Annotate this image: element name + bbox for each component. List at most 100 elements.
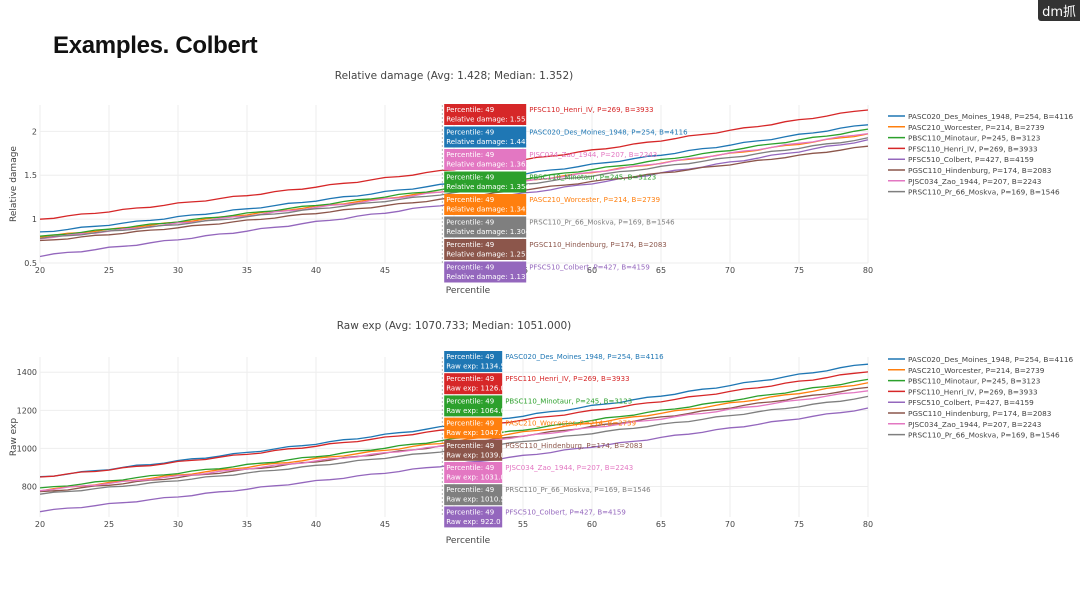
hover-box xyxy=(444,395,503,417)
x-tick-label: 40 xyxy=(311,266,321,275)
legend-item-pgsc110-hindenburg[interactable]: PGSC110_Hindenburg, P=174, B=2083 xyxy=(888,409,1052,418)
x-tick-label: 45 xyxy=(380,520,390,529)
hover-percentile-text: Percentile: 49 xyxy=(446,442,494,450)
legend-label: PASC210_Worcester, P=214, B=2739 xyxy=(908,366,1045,375)
y-tick-label: 1000 xyxy=(17,444,37,453)
x-tick-label: 60 xyxy=(587,520,597,529)
hover-series-name: PASC020_Des_Moines_1948, P=254, B=4116 xyxy=(529,129,688,137)
x-tick-label: 35 xyxy=(242,520,252,529)
hover-value-text: Relative damage: 1.363 xyxy=(446,161,530,169)
legend-label: PFSC110_Henri_IV, P=269, B=3933 xyxy=(908,387,1038,396)
legend-item-pfsc110-henri-iv[interactable]: PFSC110_Henri_IV, P=269, B=3933 xyxy=(888,387,1038,396)
hover-percentile-text: Percentile: 49 xyxy=(446,264,494,272)
relative-damage-chart[interactable]: Relative damage (Avg: 1.428; Median: 1.3… xyxy=(0,65,1080,296)
hover-box xyxy=(444,239,527,260)
hover-series-name: PGSC110_Hindenburg, P=174, B=2083 xyxy=(505,442,643,450)
hover-series-name: PJSC034_Zao_1944, P=207, B=2243 xyxy=(529,151,657,159)
y-tick-label: 1200 xyxy=(17,406,37,415)
hover-percentile-text: Percentile: 49 xyxy=(446,353,494,361)
hover-value-text: Raw exp: 1126.0 xyxy=(446,385,505,393)
legend-item-pasc210-worcester[interactable]: PASC210_Worcester, P=214, B=2739 xyxy=(888,123,1045,132)
x-tick-label: 70 xyxy=(725,520,735,529)
x-tick-label: 55 xyxy=(518,520,528,529)
legend-label: PGSC110_Hindenburg, P=174, B=2083 xyxy=(908,166,1052,175)
hover-box xyxy=(444,194,527,215)
hover-value-text: Raw exp: 922.0 xyxy=(446,518,500,526)
x-tick-label: 30 xyxy=(173,266,183,275)
hover-box xyxy=(444,417,503,439)
hover-box xyxy=(444,171,527,193)
legend-item-pfsc510-colbert[interactable]: PFSC510_Colbert, P=427, B=4159 xyxy=(888,155,1034,164)
x-tick-label: 25 xyxy=(104,520,114,529)
hover-label-pfsc110-henri-iv: Percentile: 49 Raw exp: 1126.0PFSC110_Hen… xyxy=(444,373,630,395)
legend-item-pasc020-des-moines-1948[interactable]: PASC020_Des_Moines_1948, P=254, B=4116 xyxy=(888,355,1073,364)
raw-exp-chart[interactable]: Raw exp (Avg: 1070.733; Median: 1051.000… xyxy=(0,315,1080,555)
legend-item-pjsc034-zao-1944[interactable]: PJSC034_Zao_1944, P=207, B=2243 xyxy=(888,177,1042,186)
legend-item-pfsc110-henri-iv[interactable]: PFSC110_Henri_IV, P=269, B=3933 xyxy=(888,144,1038,153)
hover-percentile-text: Percentile: 49 xyxy=(446,151,494,159)
hover-percentile-text: Percentile: 49 xyxy=(446,106,494,114)
y-axis-label: Relative damage xyxy=(9,146,19,222)
watermark-badge: dm抓 xyxy=(1038,0,1080,21)
hover-box xyxy=(444,439,503,461)
x-tick-label: 65 xyxy=(656,266,666,275)
hover-value-text: Raw exp: 1064.0 xyxy=(446,407,505,415)
hover-label-pfsc510-colbert: Percentile: 49 Raw exp: 922.0 PFSC510_Colb… xyxy=(444,506,626,528)
hover-value-text: Raw exp: 1010.5 xyxy=(446,496,505,504)
hover-series-name: PBSC110_Minotaur, P=245, B=3123 xyxy=(505,397,632,405)
hover-value-text: Raw exp: 1047.0 xyxy=(446,429,505,437)
hover-percentile-text: Percentile: 49 xyxy=(446,375,494,383)
legend-label: PASC210_Worcester, P=214, B=2739 xyxy=(908,123,1045,132)
x-tick-label: 35 xyxy=(242,266,252,275)
legend-label: PASC020_Des_Moines_1948, P=254, B=4116 xyxy=(908,355,1073,364)
hover-series-name: PRSC110_Pr_66_Moskva, P=169, B=1546 xyxy=(529,219,675,227)
y-tick-label: 1.5 xyxy=(24,171,37,180)
hover-series-name: PASC210_Worcester, P=214, B=2739 xyxy=(529,196,660,204)
hover-value-text: Relative damage: 1.304 xyxy=(446,228,530,236)
hover-percentile-text: Percentile: 49 xyxy=(446,196,494,204)
hover-box xyxy=(444,484,503,506)
legend-item-pgsc110-hindenburg[interactable]: PGSC110_Hindenburg, P=174, B=2083 xyxy=(888,166,1052,175)
x-tick-label: 40 xyxy=(311,520,321,529)
hover-percentile-text: Percentile: 49 xyxy=(446,129,494,137)
x-tick-label: 30 xyxy=(173,520,183,529)
hover-box xyxy=(444,149,527,170)
y-tick-label: 1400 xyxy=(17,368,37,377)
hover-value-text: Relative damage: 1.137 xyxy=(446,273,530,281)
legend-item-pbsc110-minotaur[interactable]: PBSC110_Minotaur, P=245, B=3123 xyxy=(888,377,1041,386)
legend-item-prsc110-pr-66-moskva[interactable]: PRSC110_Pr_66_Moskva, P=169, B=1546 xyxy=(888,431,1060,440)
legend-item-prsc110-pr-66-moskva[interactable]: PRSC110_Pr_66_Moskva, P=169, B=1546 xyxy=(888,188,1060,197)
hover-value-text: Relative damage: 1.354 xyxy=(446,183,530,191)
hover-percentile-text: Percentile: 49 xyxy=(446,241,494,249)
x-tick-label: 65 xyxy=(656,520,666,529)
hover-label-pjsc034-zao-1944: Percentile: 49 Raw exp: 1031.0PJSC034_Zao… xyxy=(444,462,633,483)
y-tick-label: 0.5 xyxy=(24,259,37,268)
legend-item-pjsc034-zao-1944[interactable]: PJSC034_Zao_1944, P=207, B=2243 xyxy=(888,420,1042,429)
hover-series-name: PFSC110_Henri_IV, P=269, B=3933 xyxy=(529,106,653,114)
legend-item-pbsc110-minotaur[interactable]: PBSC110_Minotaur, P=245, B=3123 xyxy=(888,134,1041,143)
hover-box xyxy=(444,506,503,528)
legend-item-pasc020-des-moines-1948[interactable]: PASC020_Des_Moines_1948, P=254, B=4116 xyxy=(888,112,1073,121)
hover-label-prsc110-pr-66-moskva: Percentile: 49 Raw exp: 1010.5PRSC110_Pr_… xyxy=(444,484,651,506)
legend-label: PJSC034_Zao_1944, P=207, B=2243 xyxy=(908,177,1042,186)
x-tick-label: 60 xyxy=(587,266,597,275)
hover-label-pfsc110-henri-iv: Percentile: 49 Relative damage: 1.55 PFSC1… xyxy=(444,104,654,125)
x-tick-label: 20 xyxy=(35,520,45,529)
hover-label-pgsc110-hindenburg: Percentile: 49 Relative damage: 1.25 PGSC1… xyxy=(444,239,667,260)
series-line-prsc110-pr-66-moskva[interactable] xyxy=(39,137,869,240)
legend-item-pasc210-worcester[interactable]: PASC210_Worcester, P=214, B=2739 xyxy=(888,366,1045,375)
legend-label: PFSC510_Colbert, P=427, B=4159 xyxy=(908,398,1034,407)
hover-value-text: Raw exp: 1039.0 xyxy=(446,451,505,459)
hover-percentile-text: Percentile: 49 xyxy=(446,508,494,516)
hover-label-pasc210-worcester: Percentile: 49 Relative damage: 1.341 PASC… xyxy=(444,194,660,215)
x-axis-label: Percentile xyxy=(446,536,491,546)
legend-item-pfsc510-colbert[interactable]: PFSC510_Colbert, P=427, B=4159 xyxy=(888,398,1034,407)
legend-label: PRSC110_Pr_66_Moskva, P=169, B=1546 xyxy=(908,188,1060,197)
x-tick-label: 70 xyxy=(725,266,735,275)
hover-percentile-text: Percentile: 49 xyxy=(446,464,494,472)
